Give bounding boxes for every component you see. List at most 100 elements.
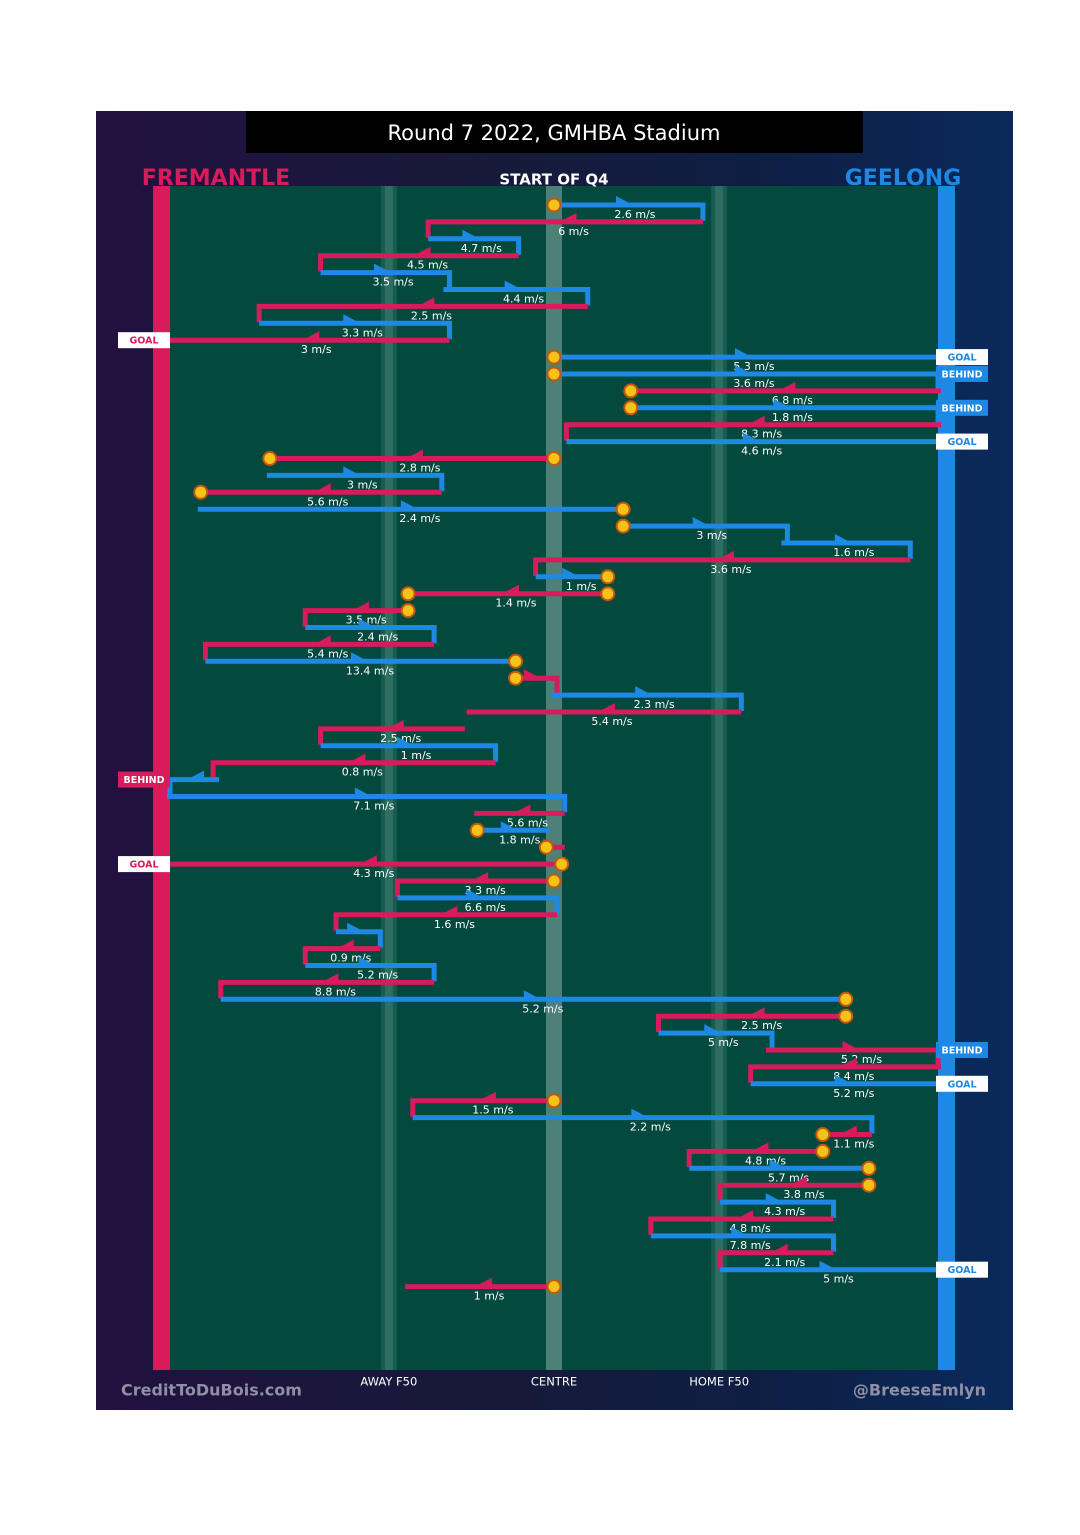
possession-segment: 13.4 m/s (205, 652, 519, 677)
stoppage-marker (815, 1143, 831, 1159)
direction-arrow (500, 821, 520, 832)
direction-arrow (837, 1125, 857, 1136)
direction-arrow (734, 1210, 754, 1220)
direction-arrow (185, 770, 205, 781)
direction-arrow (834, 534, 854, 544)
segment-line (318, 726, 465, 745)
score-badge-label: GOAL (947, 437, 976, 448)
score-badge-label: GOAL (947, 1079, 976, 1090)
possession-segment: 1.8 m/s BEHIND (627, 398, 988, 424)
stoppage-marker (815, 1127, 831, 1142)
segment-line (210, 760, 496, 779)
stoppage-marker (546, 349, 562, 365)
speed-label: 1.8 m/s (499, 833, 540, 846)
direction-arrow (834, 1074, 854, 1085)
speed-label: 2.4 m/s (399, 512, 440, 525)
possession-segment: 1.4 m/s (405, 584, 611, 610)
segment-line (259, 320, 452, 340)
score-badge (936, 399, 988, 416)
direction-arrow (415, 297, 435, 308)
possession-segment: 5 m/s GOAL (719, 1260, 988, 1286)
speed-label: 5.4 m/s (591, 715, 632, 728)
possession-segment: 4.4 m/s (443, 280, 591, 306)
possession-segment: 5.2 m/s (305, 956, 437, 982)
speed-label: 2.5 m/s (411, 309, 452, 322)
chart-poster: Round 7 2022, GMHBA Stadium FREMANTLE GE… (96, 111, 1013, 1410)
direction-arrow (769, 1159, 789, 1170)
possession-segment: 1.5 m/s (410, 1091, 557, 1117)
score-badge-label: BEHIND (941, 403, 982, 414)
score-badge (936, 1042, 988, 1058)
possession-segment: 3.5 m/s (320, 263, 452, 289)
possession-segment: 3.5 m/s (302, 601, 412, 627)
score-badge (118, 332, 170, 349)
segment-line (781, 540, 913, 559)
possession-segment: 3.6 m/s BEHIND (551, 365, 988, 390)
possession-segment: 2.6 m/s (551, 196, 706, 221)
speed-label: 3.5 m/s (346, 614, 387, 627)
possession-segment: 1 m/s (320, 736, 499, 762)
direction-arrow (358, 956, 378, 967)
stoppage-marker (400, 603, 416, 619)
speed-label: 13.4 m/s (346, 664, 394, 677)
stoppage-marker (193, 484, 209, 500)
direction-arrow (735, 365, 754, 375)
x-tick-label: CENTRE (531, 1375, 577, 1389)
possession-segment: 5.6 m/s (197, 483, 442, 508)
stoppage-marker (400, 586, 416, 602)
stoppage-marker (861, 1160, 877, 1176)
direction-arrow (735, 348, 754, 359)
stoppage-marker (615, 501, 631, 517)
credit-right: @BreeseEmlyn (853, 1381, 986, 1400)
possession-segment: 4.6 m/s GOAL (566, 432, 988, 458)
stoppage-marker (508, 653, 524, 669)
stoppage-marker (546, 1279, 562, 1295)
speed-label: 2.6 m/s (614, 208, 655, 221)
credit-left: CreditToDuBois.com (121, 1381, 302, 1400)
score-badge (936, 349, 988, 366)
possession-segment: 5 m/s (658, 1024, 775, 1049)
segment-line (748, 1064, 941, 1083)
score-badge (936, 1261, 988, 1278)
direction-arrow (615, 196, 635, 206)
home-goal-bar (938, 186, 955, 1370)
possession-segment: 2.4 m/s (305, 618, 437, 644)
segment-line (648, 1216, 834, 1235)
speed-label: 2.5 m/s (380, 732, 421, 745)
direction-arrow (837, 1057, 857, 1068)
segment-line (717, 1250, 834, 1269)
possession-segment: 5.2 m/s (220, 990, 849, 1015)
speed-label: 1.5 m/s (472, 1104, 513, 1117)
possession-segment: 2.5 m/s (656, 1007, 849, 1032)
speed-label: 7.1 m/s (353, 800, 394, 813)
speed-label: 1 m/s (474, 1290, 505, 1303)
possession-segment: 7.8 m/s (650, 1226, 836, 1252)
score-badge-label: GOAL (947, 1265, 976, 1276)
possession-segment: 2.4 m/s (197, 500, 627, 525)
direction-arrow (438, 905, 458, 916)
centre-line (546, 186, 562, 1370)
possession-segment: 4.7 m/s (428, 229, 522, 255)
segment-line (551, 202, 706, 221)
speed-label: 2.2 m/s (630, 1121, 671, 1134)
possession-chain-chart: Round 7 2022, GMHBA Stadium FREMANTLE GE… (118, 111, 988, 1400)
speed-label: 6.6 m/s (465, 901, 506, 914)
possession-segment: 2.5 m/s (318, 719, 465, 745)
speed-label: 4.6 m/s (741, 445, 782, 458)
direction-arrow (504, 280, 524, 291)
segment-line (320, 270, 452, 289)
stoppage-marker (861, 1177, 877, 1193)
segment-line (397, 895, 560, 914)
segment-line (563, 422, 941, 441)
speed-label: 1.4 m/s (495, 597, 536, 610)
possession-segment: 5.4 m/s (202, 635, 435, 660)
direction-arrow (346, 753, 366, 764)
stoppage-marker (538, 839, 554, 855)
direction-arrow (557, 212, 577, 223)
direction-arrow (350, 601, 370, 612)
direction-arrow (343, 466, 363, 477)
segment-line (218, 979, 435, 999)
direction-arrow (374, 263, 394, 274)
speed-label: 1.6 m/s (434, 918, 475, 931)
segment-line (658, 1030, 775, 1049)
